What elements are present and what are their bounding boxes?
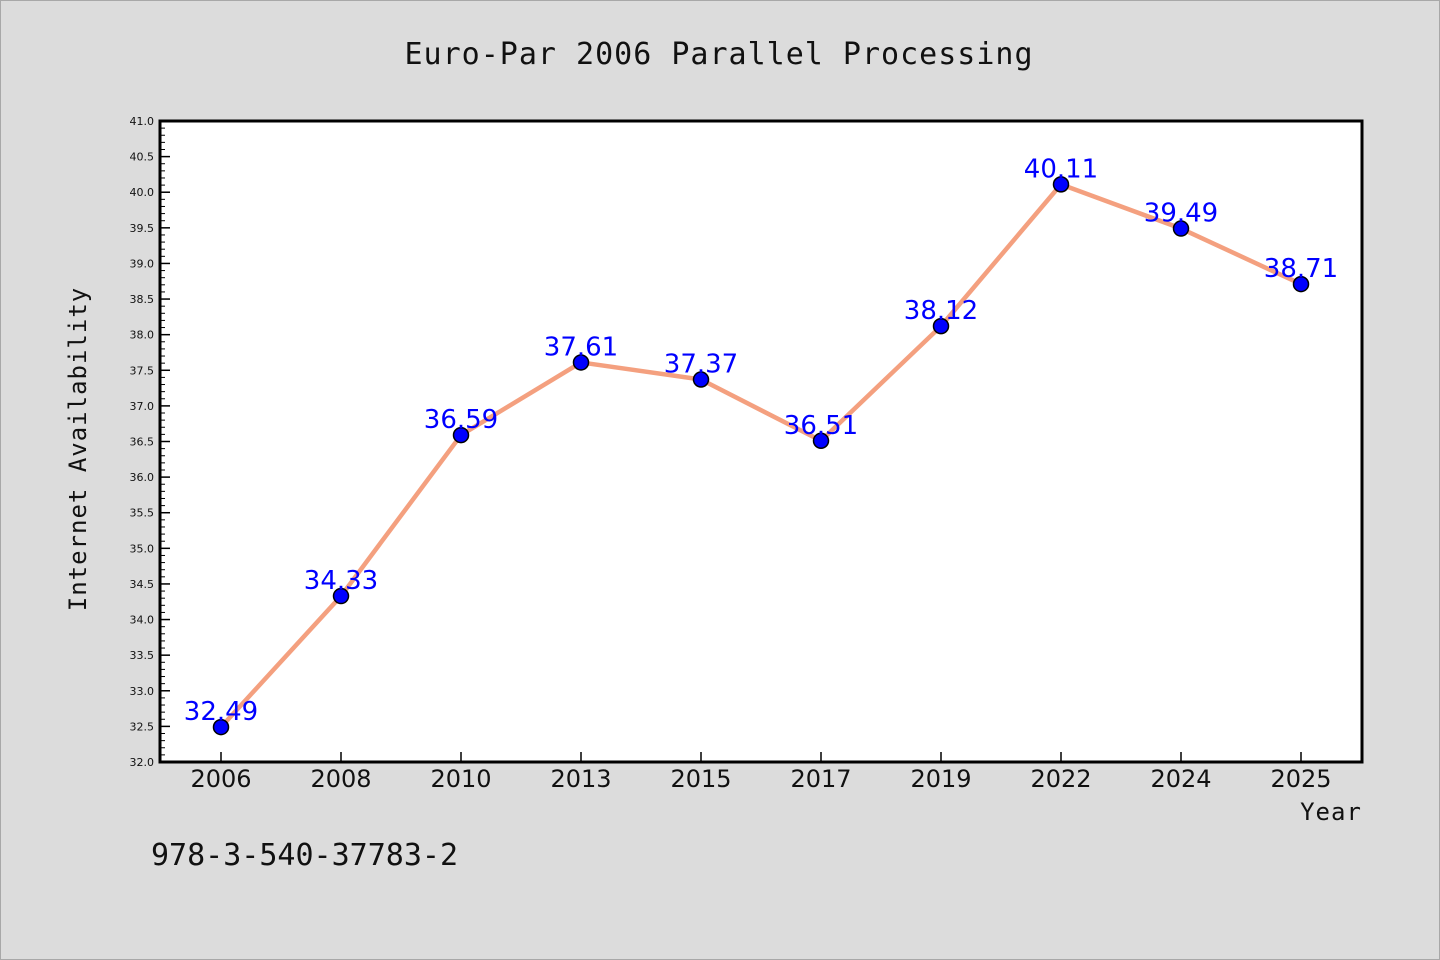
x-tick-label: 2025 xyxy=(1270,765,1331,793)
data-labels: 32.49 34.33 36.59 37.61 37.37 36.51 38.12 40.11… xyxy=(184,154,1338,727)
data-point xyxy=(692,371,710,388)
x-tick-label: 2024 xyxy=(1150,765,1211,793)
y-tick-label: 32.0 xyxy=(130,756,155,769)
x-tick-label: 2019 xyxy=(910,765,971,793)
y-tick-label: 38.5 xyxy=(130,293,155,306)
data-label: 38.71 xyxy=(1264,254,1338,284)
isbn-footnote: 978-3-540-37783-2 xyxy=(151,838,458,873)
y-axis-title: Internet Availability xyxy=(64,287,92,611)
y-tick-label: 36.0 xyxy=(130,471,155,484)
y-tick-label: 39.0 xyxy=(130,257,155,270)
data-point xyxy=(812,432,830,450)
data-point xyxy=(452,426,470,444)
x-tick-label: 2017 xyxy=(790,765,851,793)
x-tick-label: 2006 xyxy=(190,765,251,793)
series-line xyxy=(218,182,1304,730)
y-tick-label: 39.5 xyxy=(130,222,155,235)
y-tick-label: 35.5 xyxy=(130,507,155,520)
y-tick-label: 40.0 xyxy=(130,186,155,199)
y-tick-label: 34.0 xyxy=(130,614,155,627)
data-label: 37.37 xyxy=(664,350,738,380)
y-tick-label: 34.5 xyxy=(130,578,155,591)
data-label: 37.61 xyxy=(544,332,618,362)
data-label: 38.12 xyxy=(904,296,978,326)
y-tick-label: 33.0 xyxy=(130,685,155,698)
y-tick-label: 37.5 xyxy=(130,364,155,377)
y-tick-label: 41.0 xyxy=(130,115,155,128)
x-tick-label: 2022 xyxy=(1030,765,1091,793)
x-axis: 2006 2008 2010 2013 2015 2017 2019 2022 2024 2025 xyxy=(190,752,1332,793)
x-tick-label: 2015 xyxy=(670,765,731,793)
y-tick-label: 40.5 xyxy=(130,151,155,164)
data-point xyxy=(212,718,230,736)
y-axis: 32.0 32.5 33.0 33.5 34.0 34.5 35.0 35.5 36.0 36.5… xyxy=(130,115,170,769)
data-point xyxy=(1172,220,1190,237)
y-tick-label: 38.0 xyxy=(130,329,155,342)
x-tick-label: 2013 xyxy=(550,765,611,793)
y-tick-label: 35.0 xyxy=(130,542,155,555)
data-label: 32.49 xyxy=(184,697,258,727)
data-point xyxy=(1052,176,1070,193)
x-axis-title: Year xyxy=(1300,798,1362,826)
data-label: 36.59 xyxy=(424,405,498,435)
data-point xyxy=(1292,275,1310,293)
x-tick-label: 2008 xyxy=(310,765,371,793)
data-point xyxy=(572,354,590,371)
data-label: 36.51 xyxy=(784,411,858,441)
y-tick-label: 33.5 xyxy=(130,649,155,662)
data-point xyxy=(932,317,950,335)
chart-title: Euro-Par 2006 Parallel Processing xyxy=(404,37,1033,72)
y-tick-label: 37.0 xyxy=(130,400,155,413)
y-tick-label: 36.5 xyxy=(130,436,155,449)
plot-area xyxy=(158,119,1364,764)
x-tick-label: 2010 xyxy=(430,765,491,793)
data-point xyxy=(332,587,350,605)
data-label: 39.49 xyxy=(1144,199,1218,229)
series-availability xyxy=(212,176,1310,736)
y-tick-label: 32.5 xyxy=(130,720,155,733)
data-label: 34.33 xyxy=(304,566,378,596)
data-label: 40.11 xyxy=(1024,154,1098,184)
